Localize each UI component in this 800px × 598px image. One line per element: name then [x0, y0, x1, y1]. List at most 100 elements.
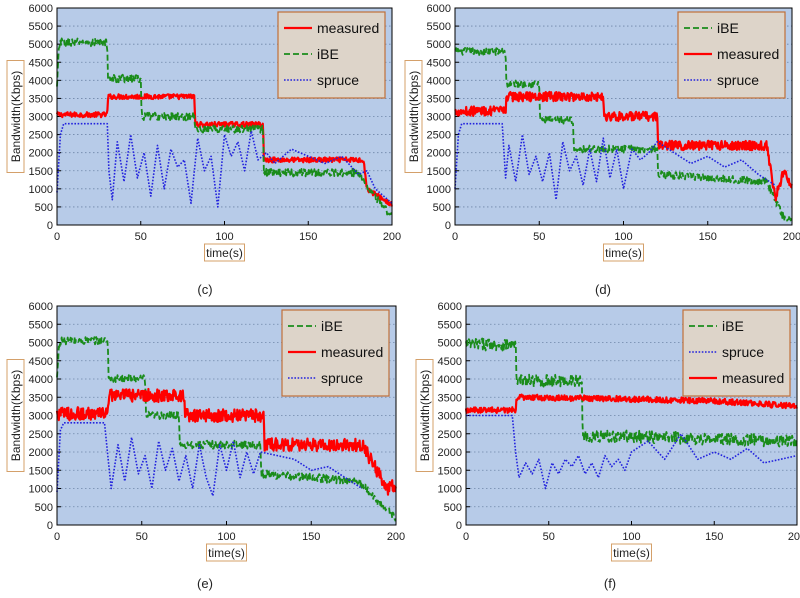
- y-axis-label-box: [6, 60, 25, 173]
- axes-frame: [56, 305, 397, 526]
- panel-caption: (f): [604, 576, 616, 591]
- y-tick-label: 500: [433, 202, 451, 214]
- x-tick-label: 0: [54, 231, 60, 243]
- legend: iBE spruce measured: [682, 309, 791, 397]
- y-tick-label: 3000: [438, 411, 462, 423]
- x-tick-label: 100: [217, 531, 235, 543]
- panel-caption: (c): [197, 282, 212, 297]
- x-tick-label: 0: [54, 531, 60, 543]
- x-tick-label: 150: [705, 531, 723, 543]
- legend-label-measured: measured: [722, 370, 784, 386]
- legend-label-measured: measured: [321, 344, 383, 360]
- y-tick-label: 1000: [427, 184, 451, 196]
- chart-panel-e: 0500100015002000250030003500400045005000…: [6, 301, 405, 591]
- y-tick-label: 0: [47, 520, 53, 532]
- y-tick-label: 1000: [29, 484, 53, 496]
- series-line-spruce: [56, 122, 393, 208]
- legend: measured iBE spruce: [277, 11, 386, 99]
- x-tick-label: 150: [302, 531, 320, 543]
- y-axis-label: Bandwidth(Kbps): [407, 71, 421, 162]
- y-tick-label: 5000: [29, 338, 53, 350]
- y-tick-label: 3000: [29, 112, 53, 124]
- chart-panel-d: 0500100015002000250030003500400045005000…: [404, 3, 800, 297]
- legend-label-spruce: spruce: [717, 72, 759, 88]
- x-axis-label: time(s): [206, 246, 243, 260]
- legend-label-spruce: spruce: [317, 72, 359, 88]
- x-tick-label: 100: [215, 231, 233, 243]
- y-tick-label: 3000: [29, 411, 53, 423]
- y-tick-label: 1000: [438, 484, 462, 496]
- x-tick-label: 50: [533, 231, 545, 243]
- y-axis-label-group: Bandwidth(Kbps): [6, 60, 25, 173]
- axes-frame: [454, 7, 793, 226]
- y-axis-label-box: [6, 359, 25, 472]
- y-tick-label: 4000: [438, 374, 462, 386]
- chart-panel-f: 0500100015002000250030003500400045005000…: [415, 301, 800, 591]
- x-tick-label: 200: [783, 231, 800, 243]
- legend-label-ibe: iBE: [722, 318, 744, 334]
- y-axis-label-box: [404, 60, 423, 173]
- y-tick-label: 4500: [29, 57, 53, 69]
- y-tick-label: 4500: [438, 356, 462, 368]
- legend: iBE measured spruce: [677, 11, 786, 99]
- y-tick-label: 500: [35, 502, 53, 514]
- y-tick-label: 5000: [427, 39, 451, 51]
- series-line-ibe: [465, 337, 798, 448]
- series-line-ibe: [56, 335, 397, 522]
- x-axis-label-box: [206, 543, 247, 562]
- y-tick-label: 5000: [438, 338, 462, 350]
- series-line-measured: [454, 90, 793, 202]
- y-tick-label: 2000: [29, 148, 53, 160]
- y-tick-label: 3500: [29, 93, 53, 105]
- y-tick-label: 1500: [427, 166, 451, 178]
- y-tick-label: 0: [456, 520, 462, 532]
- chart-panel-c: 0500100015002000250030003500400045005000…: [6, 3, 401, 297]
- y-tick-label: 6000: [438, 301, 462, 313]
- legend-label-ibe: iBE: [317, 46, 339, 62]
- series-line-spruce: [56, 422, 363, 497]
- x-axis-label: time(s): [208, 546, 245, 560]
- y-tick-label: 1500: [29, 166, 53, 178]
- y-tick-label: 3000: [427, 112, 451, 124]
- y-tick-label: 5500: [438, 319, 462, 331]
- legend-label-spruce: spruce: [321, 370, 363, 386]
- y-tick-label: 6000: [427, 3, 451, 15]
- y-axis-label-group: Bandwidth(Kbps): [415, 359, 434, 472]
- panel-caption: (e): [197, 576, 213, 591]
- y-tick-label: 2000: [29, 447, 53, 459]
- y-tick-label: 2500: [29, 429, 53, 441]
- x-tick-label: 150: [299, 231, 317, 243]
- series-line-ibe: [56, 37, 393, 218]
- legend-box: [277, 11, 386, 99]
- x-tick-label: 150: [699, 231, 717, 243]
- y-axis-label-group: Bandwidth(Kbps): [6, 359, 25, 472]
- x-tick-label: 0: [452, 231, 458, 243]
- y-tick-label: 4000: [29, 374, 53, 386]
- y-tick-label: 5500: [29, 319, 53, 331]
- y-tick-label: 1500: [29, 465, 53, 477]
- y-tick-label: 1500: [438, 465, 462, 477]
- x-axis-label: time(s): [605, 246, 642, 260]
- y-tick-label: 4000: [427, 75, 451, 87]
- y-tick-label: 2000: [427, 148, 451, 160]
- y-tick-label: 4500: [29, 356, 53, 368]
- legend-label-measured: measured: [717, 46, 779, 62]
- x-tick-label: 200: [383, 231, 401, 243]
- y-tick-label: 0: [445, 220, 451, 232]
- y-tick-label: 1000: [29, 184, 53, 196]
- x-axis-label: time(s): [613, 546, 650, 560]
- y-tick-label: 3500: [438, 392, 462, 404]
- legend-label-ibe: iBE: [321, 318, 343, 334]
- x-tick-label: 100: [622, 531, 640, 543]
- y-axis-label-group: Bandwidth(Kbps): [404, 60, 423, 173]
- series-line-measured: [464, 393, 798, 414]
- y-axis-label: Bandwidth(Kbps): [418, 370, 432, 461]
- y-tick-label: 4000: [29, 75, 53, 87]
- legend-box: [682, 309, 791, 397]
- y-tick-label: 4500: [427, 57, 451, 69]
- series-line-ibe: [454, 47, 793, 222]
- y-axis-label: Bandwidth(Kbps): [9, 71, 23, 162]
- legend-label-ibe: iBE: [717, 20, 739, 36]
- legend-label-measured: measured: [317, 20, 379, 36]
